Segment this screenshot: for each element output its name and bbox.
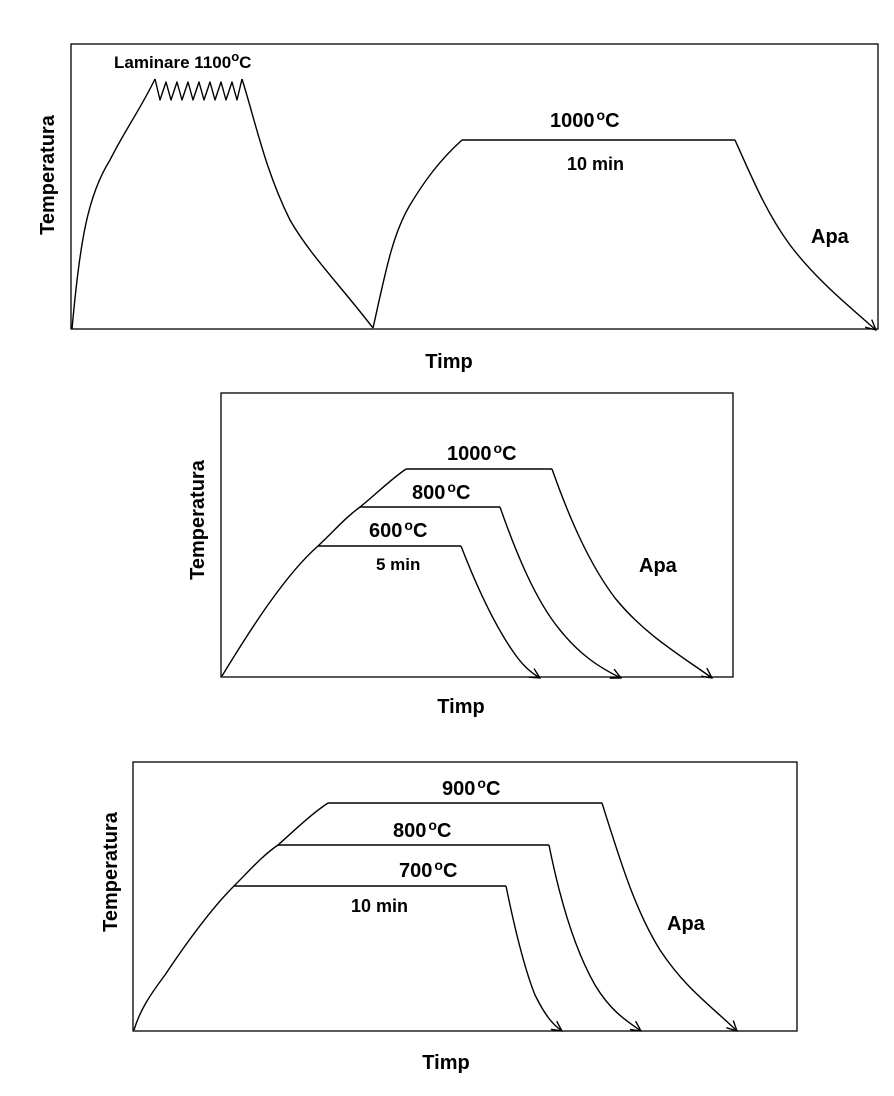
panel-2-quench-600 (460, 545, 540, 678)
panel-3-heating-curve (133, 802, 329, 1031)
panel-2-quench-800 (499, 506, 621, 678)
panel-3-quench-800 (548, 844, 641, 1031)
panel-2: Temperatura Timp 1000 oC 800 oC 600 oC 5 mi… (187, 392, 734, 718)
panel-3-temp-700-label: 700 oC (399, 857, 457, 882)
panel-2-temp-600-label: 600 oC (369, 517, 427, 542)
panel-3-quench-900 (601, 802, 737, 1031)
panel-1-quench-arrow (734, 139, 876, 330)
panel-3-quench-700 (505, 885, 562, 1031)
panel-1-hold-time-label: 10 min (567, 154, 624, 174)
panel-1-rolling-zigzag (154, 78, 243, 101)
panel-1-reheat-curve (372, 139, 463, 329)
panel-2-quench-1000 (551, 468, 712, 678)
panel-1-quench-label: Apa (811, 226, 850, 248)
panel-3-temp-800-label: 800 oC (393, 817, 451, 842)
panel-3-hold-time-label: 10 min (351, 896, 408, 916)
panel-2-quench-label: Apa (639, 555, 678, 577)
panel-2-temp-800-label: 800 oC (412, 479, 470, 504)
panel-1-x-axis-label: Timp (425, 351, 472, 373)
panel-2-hold-time-label: 5 min (376, 555, 420, 574)
panel-2-y-axis-label: Temperatura (187, 459, 209, 580)
panel-2-heating-curve (221, 468, 407, 677)
panel-3-x-axis-label: Timp (422, 1052, 469, 1074)
panel-2-frame (220, 392, 734, 678)
panel-3-temp-900-label: 900 oC (442, 775, 500, 800)
panel-1-hold-temp-label: 1000 oC (550, 107, 620, 132)
panel-1: Temperatura Timp Laminare 1100oC 1000 oC … (37, 43, 879, 373)
panel-3-y-axis-label: Temperatura (100, 811, 122, 932)
panel-2-temp-1000-label: 1000 oC (447, 440, 517, 465)
panel-3: Temperatura Timp 900 oC 800 oC 700 oC 10 mi… (100, 761, 798, 1074)
panel-3-quench-label: Apa (667, 913, 706, 935)
panel-1-heating-curve (71, 78, 156, 330)
panel-1-y-axis-label: Temperatura (37, 114, 59, 235)
panel-1-cooling-curve (241, 78, 374, 329)
panel-1-frame (70, 43, 879, 330)
panel-1-rolling-label: Laminare 1100oC (114, 49, 251, 72)
panel-2-x-axis-label: Timp (437, 696, 484, 718)
panel-3-frame (132, 761, 798, 1032)
